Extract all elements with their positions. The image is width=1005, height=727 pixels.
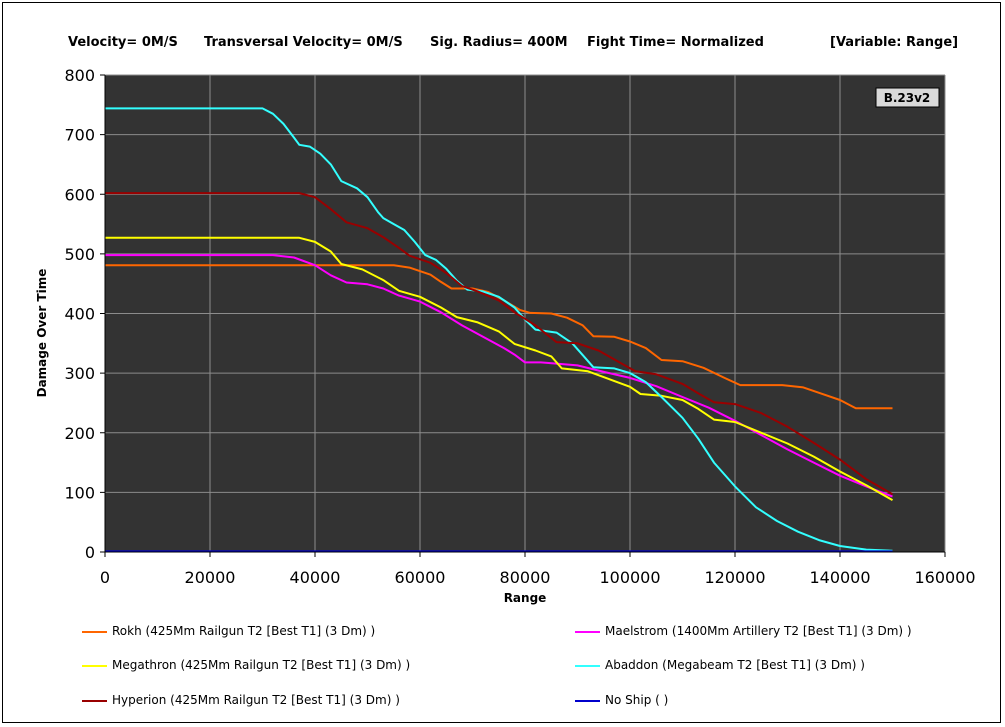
x-tick-labels: 0 20000 40000 60000 80000 100000 120000 140000 1… <box>100 568 976 587</box>
x-tick-label: 80000 <box>500 568 551 587</box>
y-tick-label: 300 <box>64 364 95 383</box>
velocity-label: Velocity= 0M/S <box>68 35 178 50</box>
legend-swatch <box>82 700 107 702</box>
version-badge-label: B.23v2 <box>884 91 931 105</box>
x-axis-title: Range <box>504 591 547 605</box>
transversal-velocity-label: Transversal Velocity= 0M/S <box>204 35 403 50</box>
legend-label: Maelstrom (1400Mm Artillery T2 [Best T1]… <box>605 624 912 638</box>
axes <box>100 74 946 557</box>
x-tick-label: 0 <box>100 568 110 587</box>
x-tick-label: 100000 <box>599 568 660 587</box>
y-tick-label: 500 <box>64 245 95 264</box>
version-badge: B.23v2 <box>875 87 940 108</box>
series-line <box>105 236 893 501</box>
x-tick-label: 20000 <box>185 568 236 587</box>
legend-label: Megathron (425Mm Railgun T2 [Best T1] (3… <box>112 658 411 672</box>
legend-label: Hyperion (425Mm Railgun T2 [Best T1] (3 … <box>112 693 400 707</box>
legend-swatch <box>575 700 600 702</box>
series-line <box>105 107 893 552</box>
y-tick-label: 100 <box>64 483 95 502</box>
chart-header: Velocity= 0M/S Transversal Velocity= 0M/… <box>0 35 1005 51</box>
y-tick-label: 200 <box>64 424 95 443</box>
y-tick-label: 800 <box>64 66 95 85</box>
x-tick-label: 160000 <box>914 568 975 587</box>
legend-label: Abaddon (Megabeam T2 [Best T1] (3 Dm) ) <box>605 658 865 672</box>
fight-time-label: Fight Time= Normalized <box>587 35 764 50</box>
x-tick-label: 140000 <box>809 568 870 587</box>
x-tick-label: 40000 <box>290 568 341 587</box>
legend-swatch <box>82 631 107 633</box>
legend-swatch <box>82 665 107 667</box>
y-tick-label: 700 <box>64 126 95 145</box>
signature-radius-label: Sig. Radius= 400M <box>430 35 568 50</box>
legend-label: No Ship ( ) <box>605 693 669 707</box>
y-axis-title: Damage Over Time <box>35 269 49 398</box>
x-tick-label: 60000 <box>395 568 446 587</box>
y-tick-label: 0 <box>85 543 95 562</box>
x-tick-label: 120000 <box>704 568 765 587</box>
gridlines <box>105 74 946 552</box>
legend-label: Rokh (425Mm Railgun T2 [Best T1] (3 Dm) … <box>112 624 376 638</box>
variable-label: [Variable: Range] <box>830 35 959 50</box>
series-lines <box>105 107 893 553</box>
series-line <box>105 264 893 410</box>
legend-swatch <box>575 665 600 667</box>
series-line <box>105 254 893 498</box>
legend-swatch <box>575 631 600 633</box>
y-tick-labels: 0 100 200 300 400 500 600 700 800 <box>64 66 95 562</box>
y-tick-label: 600 <box>64 185 95 204</box>
y-tick-label: 400 <box>64 305 95 324</box>
series-line <box>105 192 893 496</box>
